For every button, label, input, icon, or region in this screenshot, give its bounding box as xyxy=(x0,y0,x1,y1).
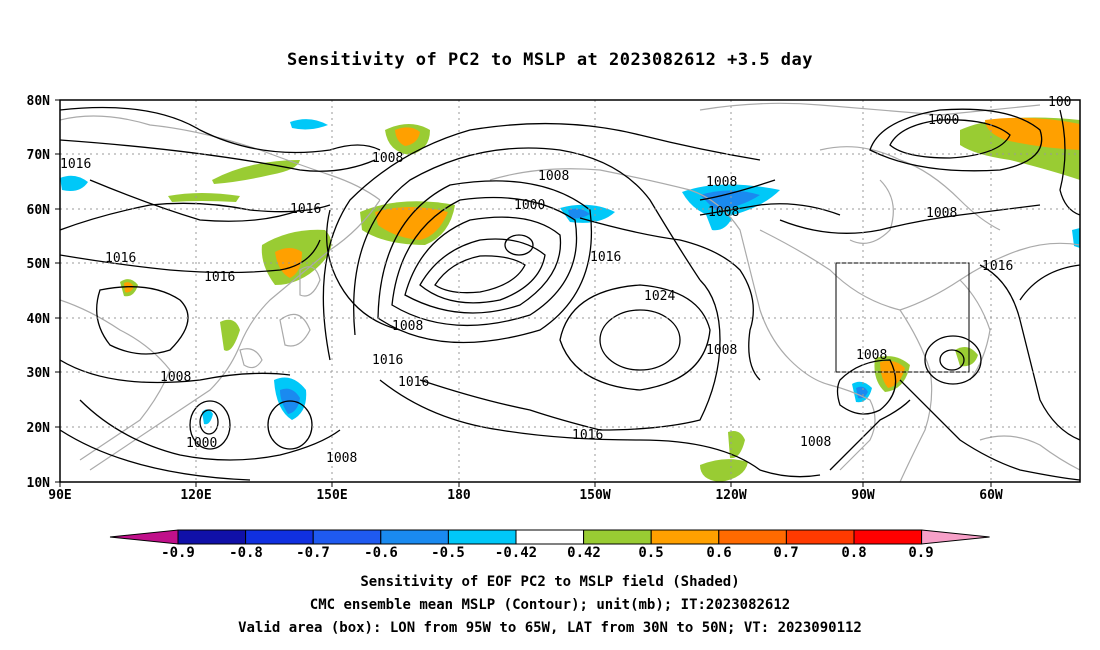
gridlines xyxy=(60,100,1080,482)
colorbar-swatch xyxy=(380,529,449,545)
colorbar-label: 0.8 xyxy=(841,545,866,561)
shade-cyan xyxy=(202,409,213,425)
colorbar-swatch xyxy=(718,529,787,545)
contour-label: 1008 xyxy=(392,319,423,334)
colorbar-label: 0.42 xyxy=(567,545,601,561)
shade-green xyxy=(728,431,745,459)
contour-label: 100 xyxy=(1048,95,1071,110)
contour-label: 1000 xyxy=(186,436,217,451)
contour-label: 1008 xyxy=(326,451,357,466)
contour-label: 1008 xyxy=(706,343,737,358)
colorbar-swatch xyxy=(650,529,720,545)
shade-orange xyxy=(395,127,420,146)
shade-cyan xyxy=(60,175,88,191)
colorbar-label: -0.6 xyxy=(364,545,398,561)
colorbar-swatch xyxy=(785,529,855,545)
shade-orange xyxy=(880,360,905,388)
colorbar-swatch xyxy=(447,529,517,545)
shade-cyan xyxy=(705,210,732,231)
longitude-labels: 90E 120E 150E 180 150W 120W 90W 60W xyxy=(48,488,1003,503)
colorbar-swatch xyxy=(312,529,382,545)
colorbar-labels: -0.9 -0.8 -0.7 -0.6 -0.5 -0.42 0.42 0.5 … xyxy=(161,545,934,561)
lat-label: 30N xyxy=(27,366,51,381)
contour-label: 1008 xyxy=(538,169,569,184)
colorbar-high-triangle xyxy=(921,529,990,545)
colorbar-swatch xyxy=(853,529,923,545)
contour-label: 1000 xyxy=(514,198,545,213)
colorbar-label: 0.7 xyxy=(773,545,798,561)
contour-label: 1016 xyxy=(60,157,91,172)
colorbar-label: -0.7 xyxy=(296,545,330,561)
colorbar-label: 0.5 xyxy=(638,545,663,561)
contour-label: 1016 xyxy=(204,270,235,285)
colorbar-swatch xyxy=(515,529,585,545)
caption-line-3: Valid area (box): LON from 95W to 65W, L… xyxy=(238,620,862,636)
shade-green xyxy=(220,319,240,351)
lat-label: 10N xyxy=(27,476,51,491)
contour-label: 1008 xyxy=(706,175,737,190)
map-frame xyxy=(59,99,1081,483)
lat-label: 60N xyxy=(27,203,51,218)
contour-label: 1016 xyxy=(982,259,1013,274)
shade-blue xyxy=(700,190,760,210)
colorbar-low-triangle xyxy=(109,529,179,545)
shade-cyan xyxy=(290,119,328,130)
contour-label: 1016 xyxy=(372,353,403,368)
contour-label: 1016 xyxy=(590,250,621,265)
contour-label: 1016 xyxy=(105,251,136,266)
lat-label: 40N xyxy=(27,312,51,327)
contour-label: 1024 xyxy=(644,289,675,304)
shade-green xyxy=(168,193,240,202)
colorbar-label: -0.5 xyxy=(431,545,465,561)
shade-green xyxy=(700,459,748,482)
colorbar-label: 0.6 xyxy=(706,545,731,561)
colorbar xyxy=(109,529,990,545)
lon-label: 150W xyxy=(579,488,610,503)
contour-labels: 1016 1008 1008 1000 1016 1008 1000 1008 … xyxy=(60,95,1071,466)
colorbar-label: -0.8 xyxy=(229,545,263,561)
contour-label: 1008 xyxy=(372,151,403,166)
coastlines xyxy=(60,102,1080,482)
contour-label: 1000 xyxy=(928,113,959,128)
lat-label: 80N xyxy=(27,94,51,109)
mslp-contours xyxy=(60,106,1080,481)
tick-marks xyxy=(55,99,992,487)
caption-line-2: CMC ensemble mean MSLP (Contour); unit(m… xyxy=(309,597,791,613)
contour-label: 1008 xyxy=(856,348,887,363)
lat-label: 70N xyxy=(27,148,51,163)
latitude-labels: 80N 70N 60N 50N 40N 30N 20N 10N xyxy=(27,94,51,491)
lon-label: 60W xyxy=(979,488,1003,503)
colorbar-label: 0.9 xyxy=(908,545,933,561)
lon-label: 120E xyxy=(180,488,211,503)
contour-label: 1008 xyxy=(160,370,191,385)
colorbar-swatch xyxy=(583,529,652,545)
shade-green xyxy=(212,160,300,184)
lat-label: 20N xyxy=(27,421,51,436)
colorbar-label: -0.42 xyxy=(495,545,537,561)
lat-label: 50N xyxy=(27,257,51,272)
lon-label: 90W xyxy=(851,488,875,503)
lon-label: 120W xyxy=(715,488,746,503)
lon-label: 150E xyxy=(316,488,347,503)
contour-label: 1016 xyxy=(290,202,321,217)
shade-orange xyxy=(375,207,448,240)
colorbar-label: -0.9 xyxy=(161,545,195,561)
colorbar-swatch xyxy=(177,529,247,545)
colorbar-swatch xyxy=(245,529,314,545)
contour-label: 1016 xyxy=(398,375,429,390)
shade-green xyxy=(955,346,978,367)
shade-blue xyxy=(568,208,590,219)
contour-label: 1008 xyxy=(708,205,739,220)
lon-label: 90E xyxy=(48,488,71,503)
contour-label: 1016 xyxy=(572,428,603,443)
lon-label: 180 xyxy=(447,488,471,503)
contour-label: 1008 xyxy=(800,435,831,450)
shade-cyan xyxy=(1072,228,1080,248)
contour-label: 1008 xyxy=(926,206,957,221)
chart-title: Sensitivity of PC2 to MSLP at 2023082612… xyxy=(286,50,813,70)
shade-orange xyxy=(985,117,1080,150)
caption-line-1: Sensitivity of EOF PC2 to MSLP field (Sh… xyxy=(360,574,740,590)
